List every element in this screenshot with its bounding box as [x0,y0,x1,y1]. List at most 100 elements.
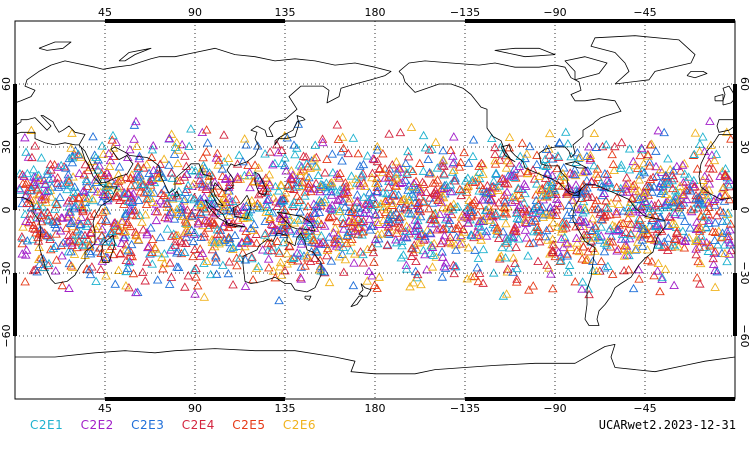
observation-marker [562,238,573,248]
observation-marker [634,194,645,203]
observation-marker [548,283,558,293]
observation-marker [264,170,275,179]
observation-marker [372,217,383,226]
observation-marker [383,214,394,223]
observation-marker [17,232,27,241]
observation-marker [525,141,535,151]
observation-marker [463,218,473,227]
observation-marker [624,165,635,174]
observation-marker [138,224,149,234]
observation-marker [384,168,395,178]
observation-marker [300,191,310,200]
observation-marker [529,226,539,236]
observation-marker [199,228,210,238]
observation-marker [63,213,73,222]
observation-marker [305,211,316,220]
observation-marker [500,178,510,187]
observation-marker [42,166,53,175]
observation-marker [285,226,296,235]
observation-marker [69,182,80,191]
observation-marker [120,226,131,235]
observation-marker [522,149,532,158]
observation-marker [472,263,482,272]
observation-marker [67,128,77,137]
observation-marker [448,151,458,160]
observation-marker [333,134,344,143]
observation-marker [153,173,164,182]
observation-marker [113,176,124,185]
x-tick-label-top: 135 [275,6,296,19]
observation-marker [392,228,402,237]
observation-marker [395,164,405,173]
observation-marker [678,190,688,200]
observation-marker [75,219,86,228]
observation-marker [324,277,335,287]
observation-marker [309,253,320,262]
observation-marker [87,194,98,203]
observation-marker [369,154,380,164]
observation-marker [717,183,728,193]
observation-marker [474,216,485,226]
observation-marker [469,197,479,207]
observation-marker [534,236,545,246]
observation-marker [445,186,456,196]
observation-marker [288,253,299,262]
x-tick-label-bottom: 135 [275,402,296,415]
observation-marker [209,177,220,186]
observation-marker [704,163,715,173]
observation-marker [695,258,706,268]
observation-marker [304,179,314,188]
observation-marker [478,244,489,254]
observation-marker [370,199,380,208]
observation-marker [51,223,62,232]
observation-marker [621,180,631,189]
observation-marker [424,167,435,177]
observation-marker [263,194,274,203]
observation-marker [360,181,370,190]
observation-marker [384,164,395,173]
observation-marker [540,231,551,241]
observation-marker [643,151,653,160]
observation-marker [572,238,582,247]
observation-marker [42,231,53,240]
observation-marker [672,190,682,200]
observation-marker [209,199,219,208]
observation-marker [293,215,303,224]
observation-marker [227,196,238,206]
observation-marker [109,221,119,230]
observation-marker [267,160,278,169]
observation-marker [424,145,434,154]
observation-marker [303,182,314,191]
observation-marker [602,237,613,246]
observation-marker [562,249,572,258]
observation-marker [541,144,552,153]
observation-marker [159,154,169,163]
observation-marker [108,143,119,152]
observation-marker [26,185,37,194]
observation-marker [139,188,149,197]
observation-marker [611,206,622,216]
observation-marker [302,250,313,260]
observation-marker [335,185,345,194]
observation-marker [484,202,494,212]
observation-marker [111,137,121,146]
observation-marker [216,198,226,207]
observation-marker [474,186,484,195]
observation-marker [512,263,522,273]
observation-marker [223,268,234,278]
observation-marker [145,248,155,258]
observation-marker [238,156,248,166]
observation-marker [703,246,714,255]
observation-marker [205,269,216,279]
observation-marker [413,198,423,208]
observation-marker [698,132,708,141]
observation-marker [332,120,343,129]
observation-marker [305,163,316,172]
observation-marker [481,188,492,197]
observation-marker [322,245,333,254]
observation-marker [512,274,522,283]
observation-marker [164,133,175,143]
observation-marker [378,149,388,158]
coastlines [14,35,736,375]
observation-marker [96,264,106,274]
